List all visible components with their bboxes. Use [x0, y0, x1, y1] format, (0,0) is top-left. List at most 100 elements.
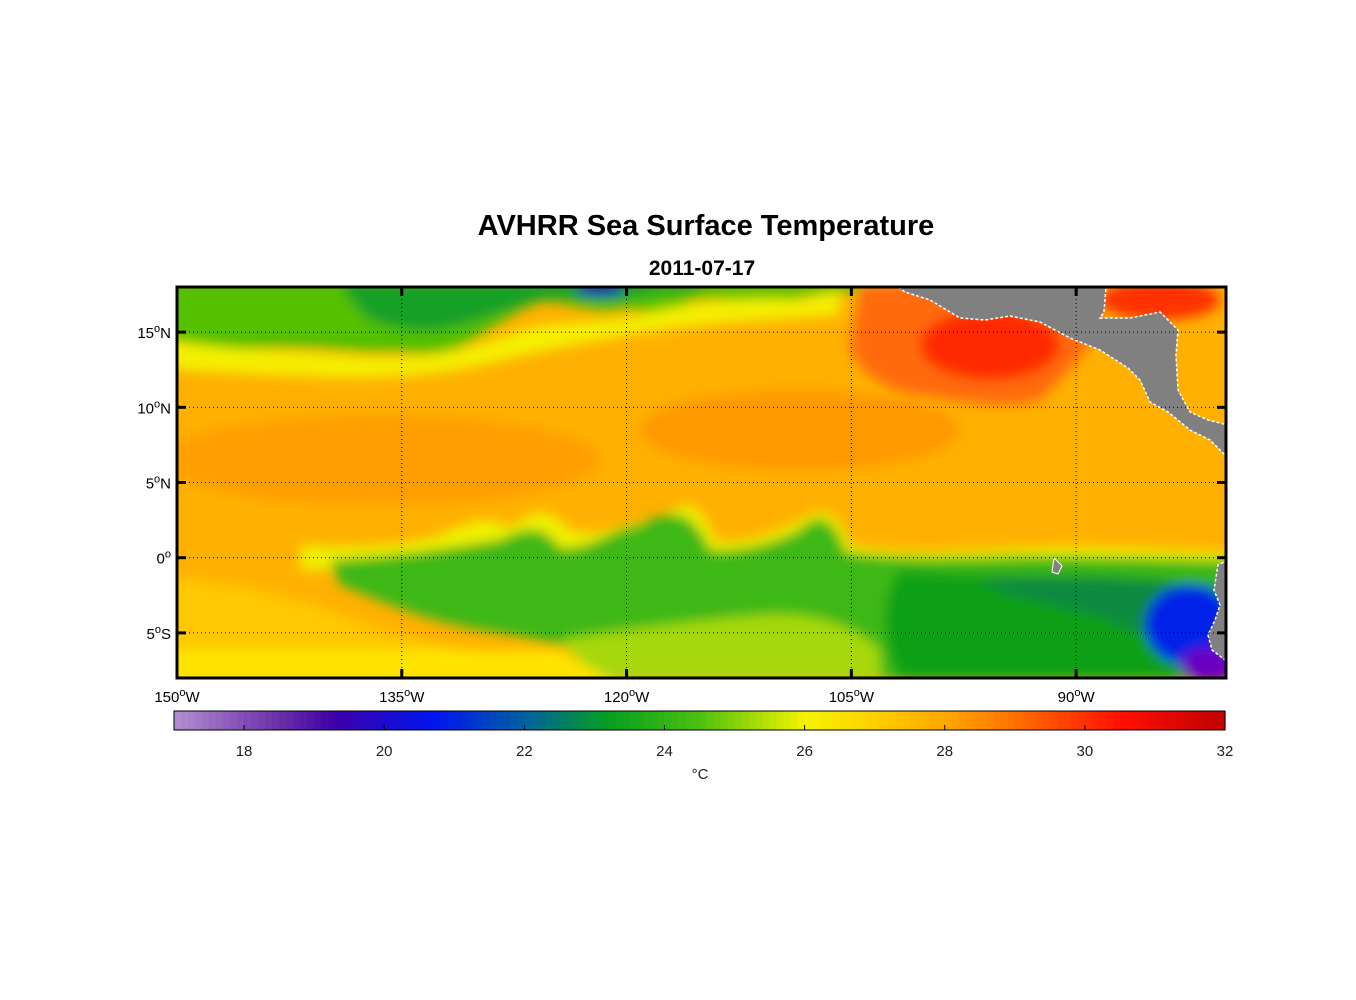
galapagos-land [1051, 556, 1063, 575]
colorbar-segment [412, 711, 420, 730]
colorbar-segment [1217, 711, 1226, 730]
colorbar-segment [1035, 711, 1044, 730]
colorbar-segment [615, 711, 624, 730]
map-gridlines [177, 287, 1226, 678]
colorbar-segment [433, 711, 441, 730]
colorbar-segment [951, 711, 960, 730]
colorbar-segment [237, 711, 245, 730]
colorbar-segment [741, 711, 750, 730]
colorbar-segment [846, 711, 855, 730]
colorbar-segment [678, 711, 687, 730]
colorbar-tick-label: 28 [936, 743, 953, 760]
colorbar-segment [1028, 711, 1037, 730]
colorbar-segment [1091, 711, 1100, 730]
colorbar-segment [293, 711, 301, 730]
colorbar-segment [363, 711, 371, 730]
colorbar-segment [699, 711, 708, 730]
colorbar-segment [384, 711, 392, 730]
colorbar-frame [173, 710, 1226, 731]
colorbar-segment [818, 711, 827, 730]
colorbar-segment [734, 711, 743, 730]
colorbar-segment [650, 711, 659, 730]
colorbar-segment [559, 711, 567, 730]
colorbar-segment [377, 711, 385, 730]
colorbar-segment [181, 711, 189, 730]
colorbar-segment [783, 711, 792, 730]
lat-tick-label: 5oS [147, 624, 171, 643]
colorbar-segment [860, 711, 869, 730]
colorbar-segment [405, 711, 413, 730]
colorbar-segment [314, 711, 322, 730]
colorbar-segment [580, 711, 588, 730]
colorbar-segment [1021, 711, 1030, 730]
figure-subtitle: 2011-07-17 [649, 257, 755, 280]
colorbar-segment [300, 711, 308, 730]
colorbar-segment [1014, 711, 1023, 730]
lat-tick-label: 15oN [137, 323, 171, 342]
colorbar-segment [790, 711, 799, 730]
colorbar-segment [223, 711, 231, 730]
colorbar-segment [720, 711, 729, 730]
colorbar-segment [594, 711, 603, 730]
colorbar-segment [503, 711, 511, 730]
colorbar-segment [643, 711, 652, 730]
colorbar-segment [510, 711, 518, 730]
colorbar-segment [286, 711, 294, 730]
colorbar-segment [762, 711, 771, 730]
colorbar-segment [692, 711, 701, 730]
south-america-land [1207, 560, 1226, 661]
colorbar-segment [713, 711, 722, 730]
colorbar-segment [986, 711, 995, 730]
colorbar-segment [608, 711, 617, 730]
central-america-land [896, 287, 1226, 458]
colorbar-segment [972, 711, 981, 730]
colorbar-segment [804, 711, 813, 730]
colorbar-segment [265, 711, 273, 730]
colorbar-segment [244, 711, 252, 730]
colorbar-segment [1154, 711, 1163, 730]
colorbar-ticks: 18 20 22 24 26 28 30 32 [236, 725, 1233, 760]
colorbar-segment [328, 711, 336, 730]
colorbar-segment [867, 711, 876, 730]
colorbar-segment [1126, 711, 1135, 730]
colorbar-segment [979, 711, 988, 730]
lon-tick-label: 150oW [154, 687, 200, 706]
colorbar-segment [916, 711, 925, 730]
colorbar-tick-label: 20 [376, 743, 393, 760]
colorbar-segment [426, 711, 434, 730]
colorbar-segment [209, 711, 217, 730]
colorbar-segment [216, 711, 224, 730]
colorbar-segment [1133, 711, 1142, 730]
colorbar-segment [1175, 711, 1184, 730]
colorbar-segment [342, 711, 350, 730]
sst-field [177, 287, 1226, 678]
colorbar-segment [335, 711, 343, 730]
land-masses [896, 287, 1226, 661]
colorbar-segment [489, 711, 497, 730]
colorbar-segment [958, 711, 967, 730]
colorbar-segment [923, 711, 932, 730]
colorbar-segment [1000, 711, 1009, 730]
colorbar-segment [1147, 711, 1156, 730]
colorbar-tick-label: 22 [516, 743, 533, 760]
colorbar-segment [454, 711, 462, 730]
colorbar-segment [307, 711, 315, 730]
colorbar-segment [685, 711, 694, 730]
colorbar-segment [258, 711, 266, 730]
colorbar-segment [517, 711, 525, 730]
colorbar-segment [461, 711, 469, 730]
colorbar-segment [545, 711, 553, 730]
colorbar-segment [552, 711, 560, 730]
colorbar-segment [1189, 711, 1198, 730]
colorbar-segment [930, 711, 939, 730]
colorbar-unit: °C [692, 766, 709, 783]
colorbar-tick-label: 18 [236, 743, 253, 760]
colorbar-segment [1077, 711, 1086, 730]
colorbar-segment [356, 711, 364, 730]
colorbar-segment [566, 711, 574, 730]
colorbar-segment [398, 711, 406, 730]
colorbar-segment [174, 711, 182, 730]
colorbar-segment [776, 711, 785, 730]
colorbar-segment [636, 711, 645, 730]
